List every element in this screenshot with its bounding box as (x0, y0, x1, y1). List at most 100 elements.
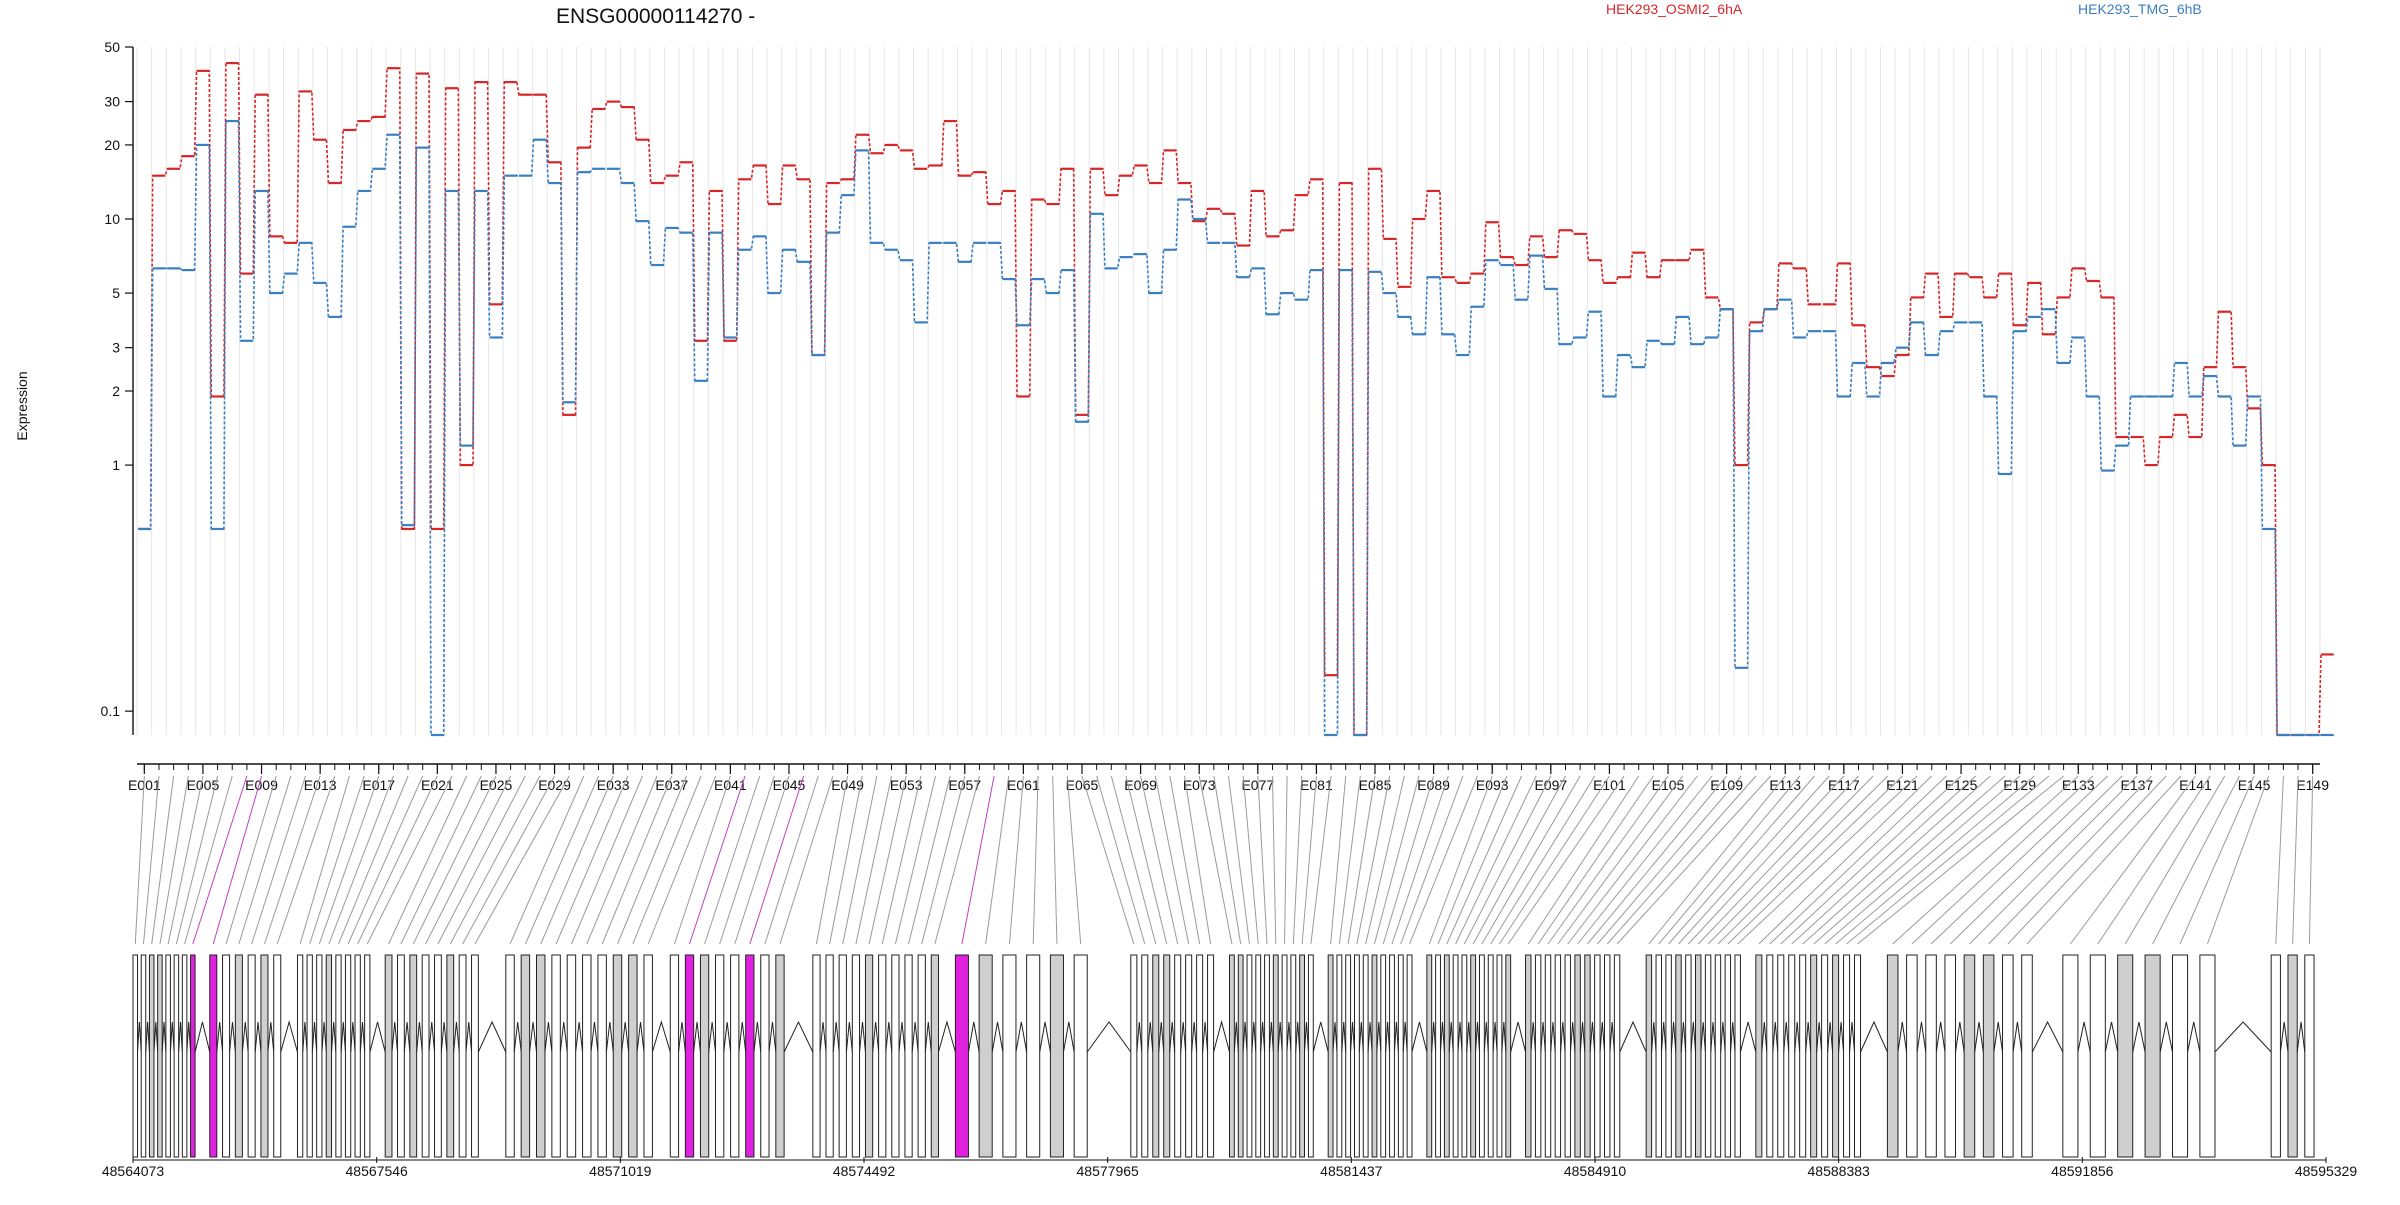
exon-tick-label: E109 (1710, 777, 1743, 793)
intron (2159, 1021, 2173, 1053)
exon-box (2171, 954, 2189, 1158)
genome-tick-label: 48588383 (1808, 1163, 1871, 1179)
exon-box (397, 954, 405, 1158)
exon-tick-label: E025 (480, 777, 513, 793)
exon-box (1130, 954, 1138, 1158)
intron (1039, 1021, 1051, 1053)
exon-connector (894, 775, 936, 945)
intron (1827, 1021, 1834, 1053)
exon-box (335, 954, 342, 1158)
exon-connector (1697, 775, 1859, 945)
intron (186, 1021, 192, 1053)
intron (1457, 1021, 1463, 1053)
exon-tick-label: E057 (948, 777, 981, 793)
exon-box (1944, 954, 1957, 1158)
exon-connector (1537, 775, 1654, 945)
exon-tick-label: E005 (187, 777, 220, 793)
exon-connector (961, 775, 995, 945)
exon-box (1788, 954, 1796, 1158)
exon-box (1049, 954, 1064, 1158)
exon-connector (1437, 775, 1508, 945)
exon-box (1645, 954, 1653, 1158)
exon-tick-label: E101 (1593, 777, 1626, 793)
exon-connector (1213, 775, 1242, 945)
exon-box (247, 954, 256, 1158)
intron (137, 1021, 142, 1053)
exon-box (1777, 954, 1785, 1158)
exon-box (1185, 954, 1193, 1158)
exon-tick-label: E133 (2062, 777, 2095, 793)
exon-tick-label: E085 (1359, 777, 1392, 793)
exon-connector (134, 775, 145, 945)
axes (132, 47, 2320, 765)
exon-box (1246, 954, 1253, 1158)
intron (194, 1021, 211, 1053)
exon-box (1255, 954, 1262, 1158)
intron (1385, 1021, 1391, 1053)
y-tick-label: 0.1 (101, 703, 121, 719)
exon-box (917, 954, 926, 1158)
intron (254, 1021, 262, 1053)
exon-box (612, 954, 623, 1158)
exon-tick-label: E045 (773, 777, 806, 793)
intron (1466, 1021, 1472, 1053)
exon-tick-label: E061 (1007, 777, 1040, 793)
intron (768, 1021, 777, 1053)
intron (832, 1021, 840, 1053)
exon-connector (2152, 775, 2240, 945)
exon-connector (1930, 775, 2108, 945)
exon-tick-label: E009 (245, 777, 278, 793)
intron (1431, 1021, 1437, 1053)
exon-box (566, 954, 577, 1158)
exon-box (582, 954, 592, 1158)
exon-tick-label: E141 (2179, 777, 2212, 793)
intron (1730, 1021, 1736, 1053)
intron (1147, 1021, 1154, 1053)
intron (1897, 1021, 1908, 1053)
exon-box (1854, 954, 1862, 1158)
exon-box (325, 954, 333, 1158)
intron (2296, 1021, 2306, 1053)
exon-connector (328, 775, 394, 945)
y-tick-label: 30 (104, 94, 120, 110)
intron (1169, 1021, 1176, 1053)
intron (2012, 1021, 2023, 1053)
exon-box (209, 954, 218, 1158)
exon-box (1371, 954, 1378, 1158)
exon-box (1073, 954, 1088, 1158)
exon-connector (1717, 775, 1889, 945)
exon-box (520, 954, 531, 1158)
exon-connector (1463, 775, 1552, 945)
intron (1260, 1021, 1266, 1053)
intron (477, 1020, 507, 1053)
exon-connector (1292, 775, 1303, 945)
exon-connector (815, 775, 849, 945)
exon-box (2287, 954, 2298, 1158)
intron (1402, 1021, 1408, 1053)
exon-box (1655, 954, 1662, 1158)
exon-box (775, 954, 785, 1158)
exon-connector (151, 775, 175, 945)
exon-box (1766, 954, 1774, 1158)
exon-connector (1892, 775, 2079, 945)
exon-connector (462, 775, 555, 945)
intron (1411, 1021, 1428, 1053)
intron (2279, 1021, 2289, 1053)
exon-tick-label: E053 (890, 777, 923, 793)
exon-box (1886, 954, 1899, 1158)
exon-box (597, 954, 607, 1158)
intron (178, 1021, 183, 1053)
intron (359, 1021, 366, 1053)
series-1 (138, 62, 2334, 737)
exon-connector (1802, 775, 1991, 945)
exon-connector (400, 775, 482, 945)
exon-connector (749, 775, 805, 945)
exon-box (165, 954, 171, 1158)
exon-connector (1184, 775, 1212, 945)
intron (1213, 1020, 1230, 1053)
genome-tick-label: 48581437 (1320, 1163, 1383, 1179)
intron (1955, 1021, 1965, 1053)
exon-box (140, 954, 147, 1158)
intron (621, 1021, 630, 1053)
intron (1860, 1020, 1888, 1053)
